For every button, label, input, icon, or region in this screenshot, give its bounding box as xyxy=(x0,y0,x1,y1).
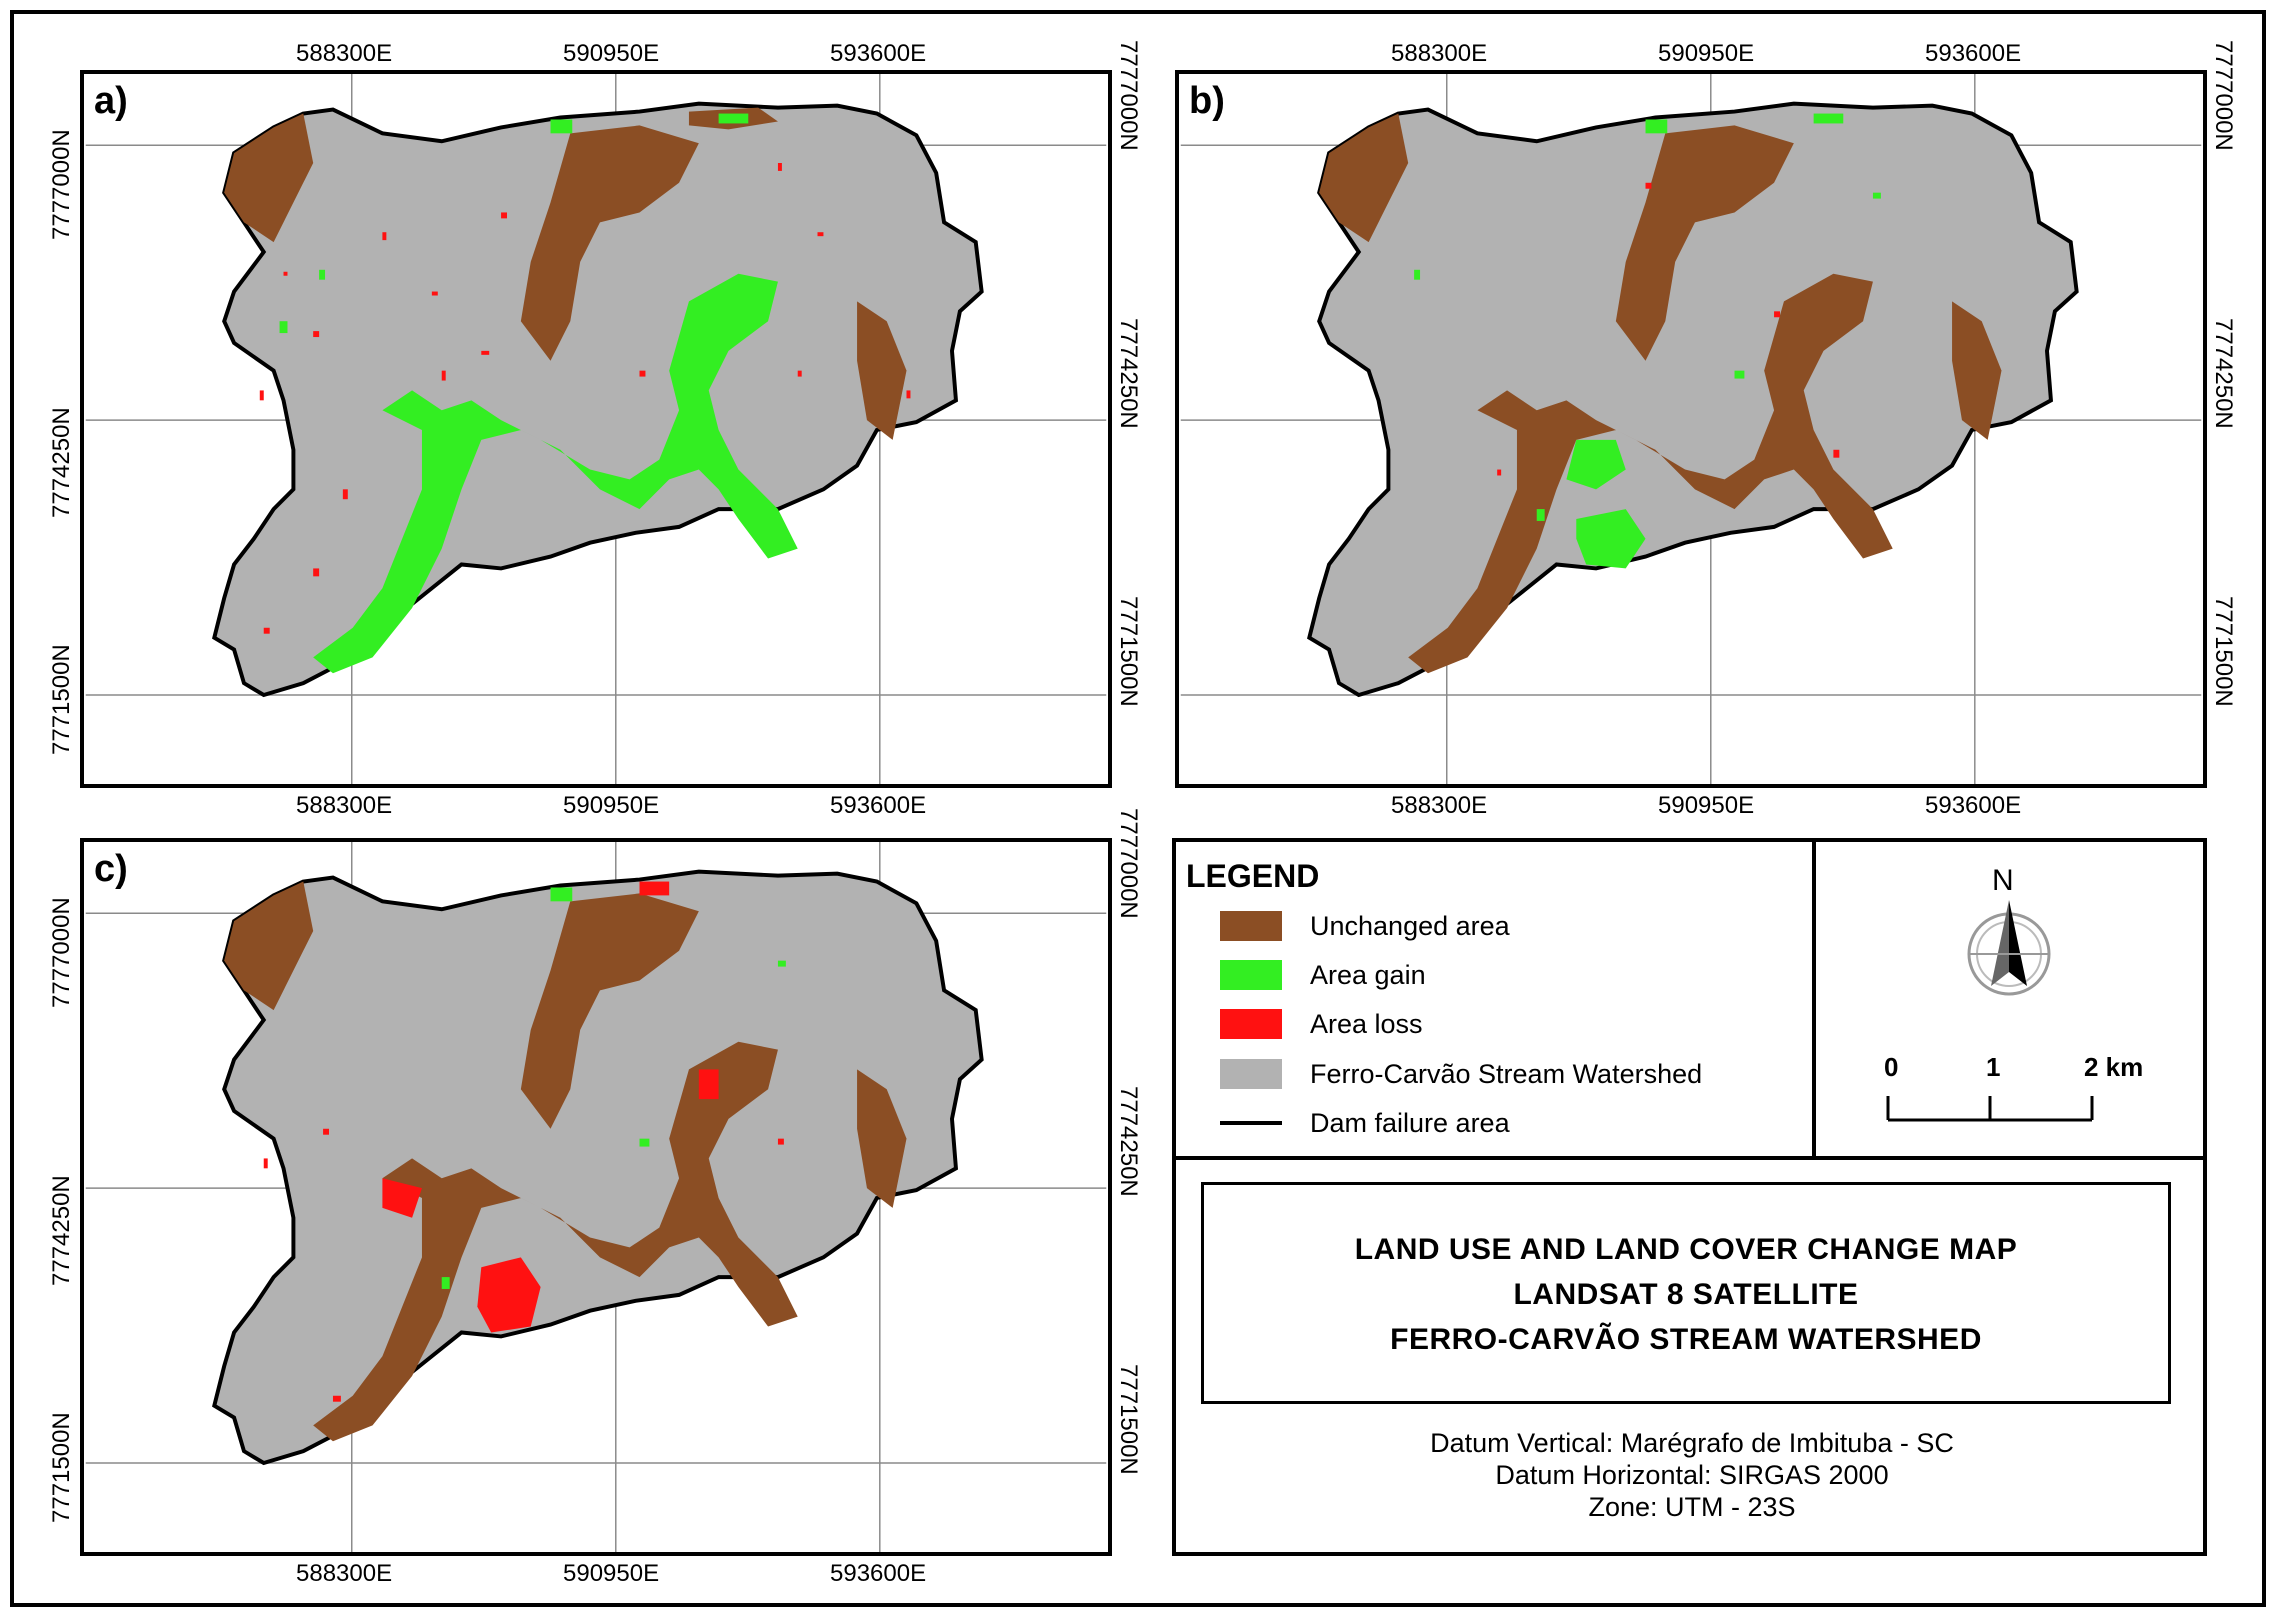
map-title-line: LANDSAT 8 SATELLITE xyxy=(1513,1278,1859,1311)
x-tick-label: 593600E xyxy=(830,40,927,67)
datum-zone: Zone: UTM - 23S xyxy=(1588,1492,1796,1522)
scale-bar xyxy=(1886,1096,2094,1122)
legend-label: Area loss xyxy=(1310,1008,1423,1039)
y-tick-label: 7774250N xyxy=(48,1175,75,1286)
y-tick-label: 7771500N xyxy=(1115,1364,1142,1475)
north-label: N xyxy=(1992,864,2014,897)
north-scale-box: N 0 1 2 km xyxy=(1812,838,2207,1160)
y-tick-label: 7771500N xyxy=(2210,596,2237,707)
panel-a-label: a) xyxy=(94,80,128,122)
legend-title: LEGEND xyxy=(1186,858,1320,894)
legend-item-watershed: Ferro-Carvão Stream Watershed xyxy=(1220,1058,1702,1090)
area-loss-patches xyxy=(263,881,784,1402)
legend-item-dam-failure: Dam failure area xyxy=(1220,1107,1510,1139)
y-tick-label: 7774250N xyxy=(2210,318,2237,429)
y-tick-label: 7771500N xyxy=(1115,596,1142,707)
x-tick-label: 588300E xyxy=(296,1560,393,1587)
y-tick-label: 7777000N xyxy=(48,897,75,1008)
legend-swatch xyxy=(1220,1009,1282,1039)
y-tick-label: 7777000N xyxy=(2210,40,2237,151)
datum-horizontal: Datum Horizontal: SIRGAS 2000 xyxy=(1495,1460,1889,1490)
legend-box: LEGEND Unchanged area Area gain Area los… xyxy=(1172,838,1816,1160)
x-tick-label: 593600E xyxy=(1925,40,2022,67)
legend-swatch xyxy=(1220,911,1282,941)
map-title-box: LAND USE AND LAND COVER CHANGE MAP LANDS… xyxy=(1201,1182,2171,1404)
datum-vertical: Datum Vertical: Marégrafo de Imbituba - … xyxy=(1430,1428,1954,1458)
legend-item-loss: Area loss xyxy=(1220,1008,1423,1040)
y-tick-label: 7777000N xyxy=(1115,808,1142,919)
map-c-canvas xyxy=(85,842,1107,1552)
x-tick-label: 590950E xyxy=(563,1560,660,1587)
panel-c-label: c) xyxy=(94,848,128,890)
scale-label: 2 km xyxy=(2084,1052,2144,1082)
y-tick-label: 7774250N xyxy=(1115,1086,1142,1197)
x-tick-label: 593600E xyxy=(830,792,927,819)
title-block: LAND USE AND LAND COVER CHANGE MAP LANDS… xyxy=(1172,1156,2207,1556)
legend-item-gain: Area gain xyxy=(1220,959,1426,991)
legend-label: Area gain xyxy=(1310,959,1426,990)
x-tick-label: 588300E xyxy=(1391,40,1488,67)
x-tick-label: 590950E xyxy=(563,792,660,819)
map-sheet-frame xyxy=(10,10,2266,1607)
scale-label: 0 xyxy=(1884,1052,1899,1082)
unchanged-area-patches xyxy=(1319,113,2002,674)
legend-label: Dam failure area xyxy=(1310,1107,1510,1138)
y-tick-label: 7771500N xyxy=(48,1412,75,1523)
map-title-line: FERRO-CARVÃO STREAM WATERSHED xyxy=(1390,1323,1982,1356)
area-gain-patches xyxy=(441,887,786,1289)
area-loss-patches xyxy=(259,162,911,634)
y-tick-label: 7777000N xyxy=(1115,40,1142,151)
x-tick-label: 590950E xyxy=(1658,792,1755,819)
map-b-canvas xyxy=(1180,74,2202,784)
legend-line-swatch xyxy=(1220,1121,1282,1125)
legend-label: Ferro-Carvão Stream Watershed xyxy=(1310,1058,1703,1089)
x-tick-label: 588300E xyxy=(296,792,393,819)
y-tick-label: 7774250N xyxy=(48,407,75,518)
map-panel-c: c) xyxy=(80,838,1112,1556)
scale-label: 1 xyxy=(1986,1052,2001,1082)
x-tick-label: 590950E xyxy=(1658,40,1755,67)
panel-b-label: b) xyxy=(1189,80,1225,122)
area-gain-patches xyxy=(279,113,798,674)
area-gain-patches xyxy=(1414,113,1881,569)
map-panel-b: b) xyxy=(1175,70,2207,788)
y-tick-label: 7771500N xyxy=(48,644,75,755)
unchanged-area-patches xyxy=(224,881,907,1442)
y-tick-label: 7774250N xyxy=(1115,318,1142,429)
legend-swatch xyxy=(1220,960,1282,990)
y-tick-label: 7777000N xyxy=(48,129,75,240)
map-a-canvas xyxy=(85,74,1107,784)
x-tick-label: 588300E xyxy=(296,40,393,67)
x-tick-label: 590950E xyxy=(563,40,660,67)
legend-label: Unchanged area xyxy=(1310,910,1510,941)
legend-swatch xyxy=(1220,1059,1282,1089)
x-tick-label: 588300E xyxy=(1391,792,1488,819)
legend-item-unchanged: Unchanged area xyxy=(1220,910,1510,942)
x-tick-label: 593600E xyxy=(830,1560,927,1587)
north-arrow-icon xyxy=(1967,900,2051,996)
map-panel-a: a) xyxy=(80,70,1112,788)
area-loss-patches xyxy=(1497,182,1840,476)
x-tick-label: 593600E xyxy=(1925,792,2022,819)
map-title-line: LAND USE AND LAND COVER CHANGE MAP xyxy=(1354,1233,2018,1266)
